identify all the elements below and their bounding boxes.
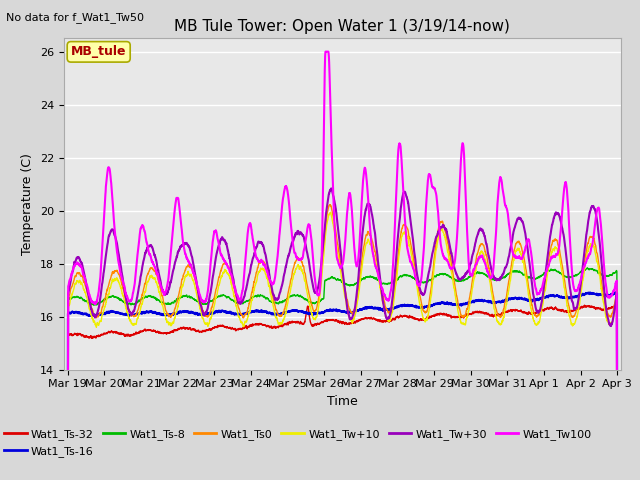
Text: No data for f_Wat1_Tw50: No data for f_Wat1_Tw50 [6,12,145,23]
Text: MB_tule: MB_tule [71,45,127,59]
Y-axis label: Temperature (C): Temperature (C) [22,153,35,255]
Title: MB Tule Tower: Open Water 1 (3/19/14-now): MB Tule Tower: Open Water 1 (3/19/14-now… [175,20,510,35]
Legend: Wat1_Ts-32, Wat1_Ts-16, Wat1_Ts-8, Wat1_Ts0, Wat1_Tw+10, Wat1_Tw+30, Wat1_Tw100: Wat1_Ts-32, Wat1_Ts-16, Wat1_Ts-8, Wat1_… [0,425,596,461]
X-axis label: Time: Time [327,395,358,408]
